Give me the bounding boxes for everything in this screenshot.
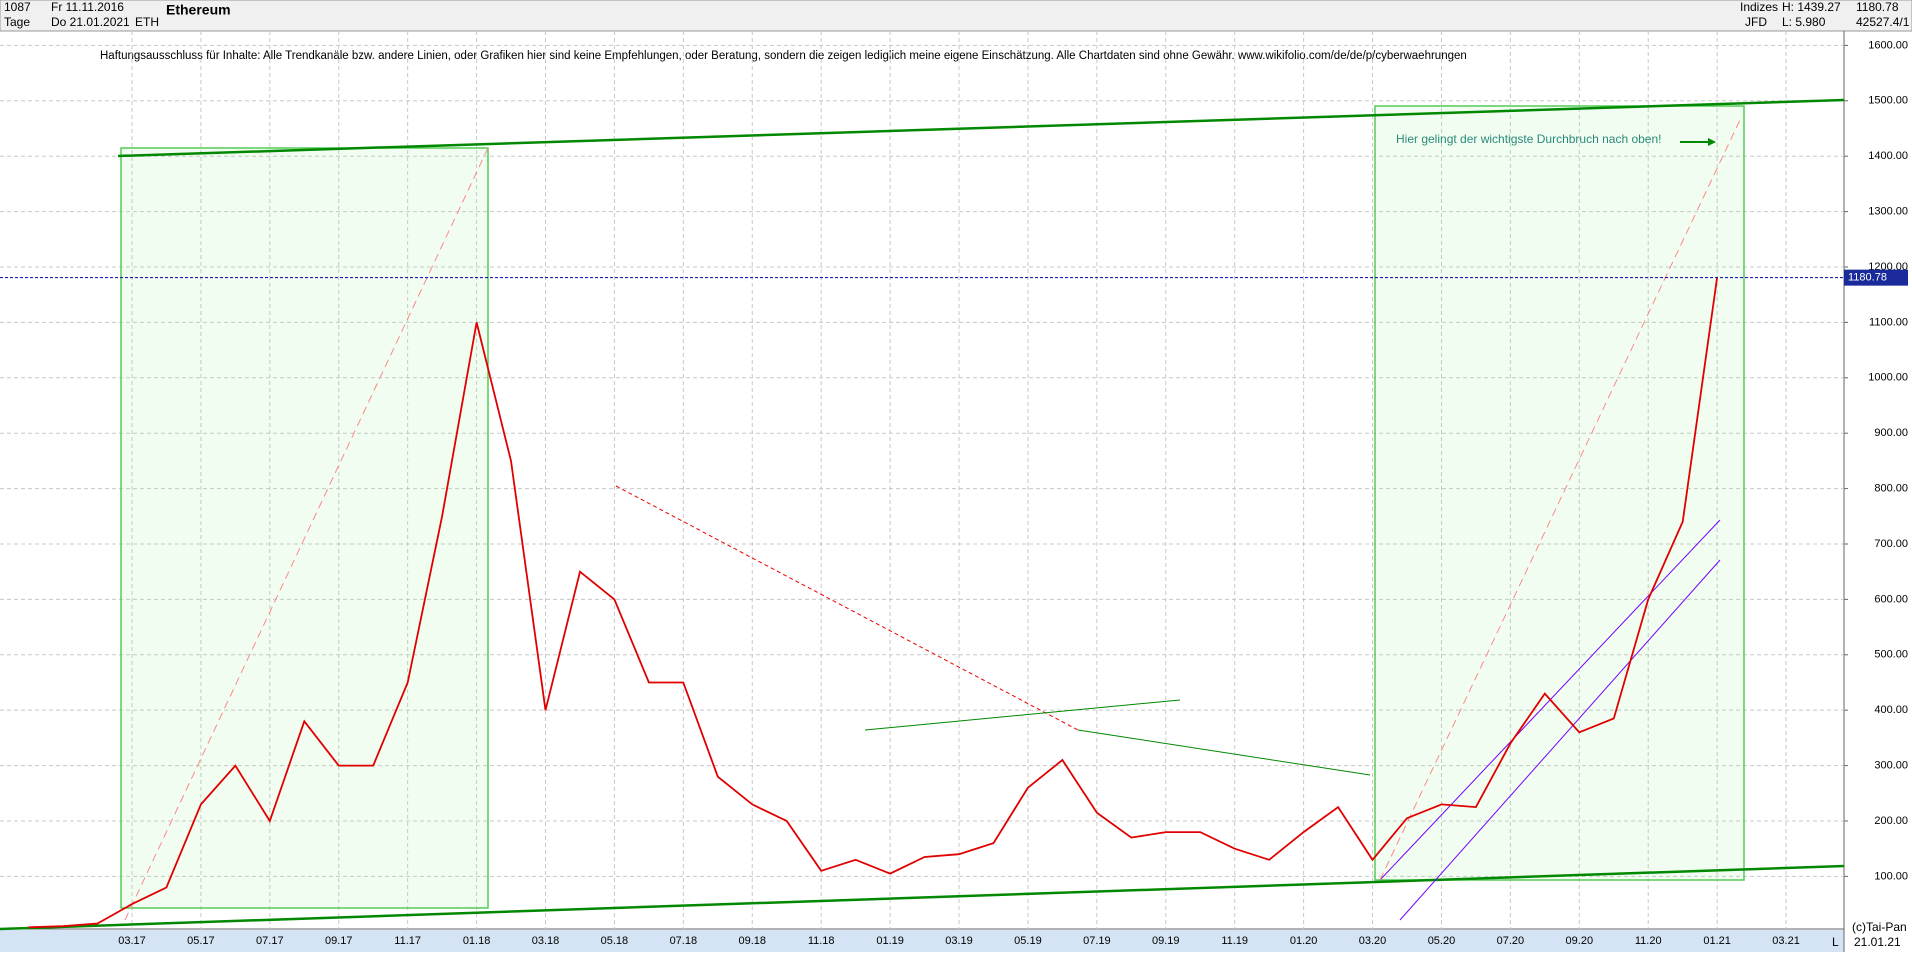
- price-line: [28, 277, 1718, 929]
- chart-title: Ethereum: [166, 2, 231, 18]
- x-tick-label: 03.19: [945, 935, 973, 947]
- y-tick-label: 1000.00: [1868, 372, 1908, 384]
- x-tick-label: 11.19: [1221, 935, 1248, 947]
- x-tick-label: 07.19: [1083, 935, 1111, 947]
- x-tick-label: 09.18: [738, 935, 766, 947]
- symbol: ETH: [135, 15, 159, 29]
- y-tick-label: 400.00: [1874, 704, 1908, 716]
- low: L: 5.980: [1782, 15, 1826, 29]
- x-tick-label: 09.20: [1566, 935, 1594, 947]
- x-tick-label: 03.18: [532, 935, 560, 947]
- bars: 1087: [4, 0, 31, 14]
- footer-date: 21.01.21: [1854, 935, 1901, 949]
- x-tick-label: 01.19: [876, 935, 904, 947]
- x-tick-label: 01.20: [1290, 935, 1318, 947]
- last-price-label: 1180.78: [1848, 272, 1887, 284]
- x-axis-band: [0, 930, 1844, 952]
- x-tick-label: 09.17: [325, 935, 353, 947]
- x-tick-label: 03.21: [1772, 935, 1800, 947]
- group: Indizes: [1740, 0, 1778, 14]
- to-date: Do 21.01.2021: [51, 15, 130, 29]
- x-tick-label: 11.17: [394, 935, 421, 947]
- trend-line: [615, 485, 1079, 731]
- y-tick-label: 1100.00: [1869, 316, 1908, 328]
- last: 1180.78: [1856, 0, 1899, 14]
- y-tick-label: 1300.00: [1868, 206, 1908, 218]
- box: [1374, 105, 1745, 881]
- x-tick-label: 01.18: [463, 935, 491, 947]
- y-tick-label: 1400.00: [1868, 150, 1908, 162]
- extra: 42527.4/1: [1856, 15, 1910, 29]
- y-tick-label: 200.00: [1874, 815, 1908, 827]
- y-tick-label: 800.00: [1874, 482, 1908, 494]
- y-tick-label: 600.00: [1874, 593, 1908, 605]
- trend-line: [864, 699, 1181, 731]
- x-tick-label: 07.17: [256, 935, 284, 947]
- y-tick-label: 100.00: [1874, 870, 1908, 882]
- disclaimer: Haftungsausschluss für Inhalte: Alle Tre…: [100, 50, 1467, 62]
- y-tick-label: 500.00: [1874, 649, 1908, 661]
- copyright: (c)Tai-Pan: [1852, 920, 1907, 934]
- x-tick-label: 05.19: [1014, 935, 1042, 947]
- high: H: 1439.27: [1782, 0, 1841, 14]
- from-date: Fr 11.11.2016: [51, 0, 124, 14]
- broker: JFD: [1745, 15, 1767, 29]
- x-tick-label: 03.17: [118, 935, 146, 947]
- period[interactable]: Tage: [4, 15, 30, 29]
- x-tick-label: 07.18: [670, 935, 698, 947]
- y-tick-label: 700.00: [1874, 538, 1908, 550]
- y-tick-label: 900.00: [1874, 427, 1908, 439]
- trend-line: [1399, 559, 1721, 921]
- trend-line: [1077, 729, 1371, 776]
- x-tick-label: 05.18: [601, 935, 629, 947]
- annotation: Hier gelingt der wichtigste Durchbruch n…: [1396, 132, 1661, 146]
- scale-mode[interactable]: L: [1832, 935, 1839, 949]
- y-tick-label: 300.00: [1874, 759, 1908, 771]
- box: [120, 147, 489, 909]
- x-tick-label: 07.20: [1497, 935, 1525, 947]
- x-tick-label: 05.20: [1428, 935, 1456, 947]
- x-tick-label: 03.20: [1359, 935, 1387, 947]
- x-tick-label: 05.17: [187, 935, 215, 947]
- annotation-arrow-head: [1708, 138, 1716, 146]
- x-tick-label: 11.18: [808, 935, 835, 947]
- trend-line: [0, 864, 1845, 931]
- header-bar: [0, 0, 1912, 32]
- trend-line: [1379, 119, 1741, 881]
- y-tick-label: 1600.00: [1868, 39, 1908, 51]
- last-price-box: [1844, 269, 1908, 286]
- x-tick-label: 09.19: [1152, 935, 1180, 947]
- x-tick-label: 01.21: [1703, 935, 1731, 947]
- trend-line: [117, 98, 1845, 158]
- y-tick-label: 1500.00: [1868, 95, 1908, 107]
- x-tick-label: 11.20: [1635, 935, 1662, 947]
